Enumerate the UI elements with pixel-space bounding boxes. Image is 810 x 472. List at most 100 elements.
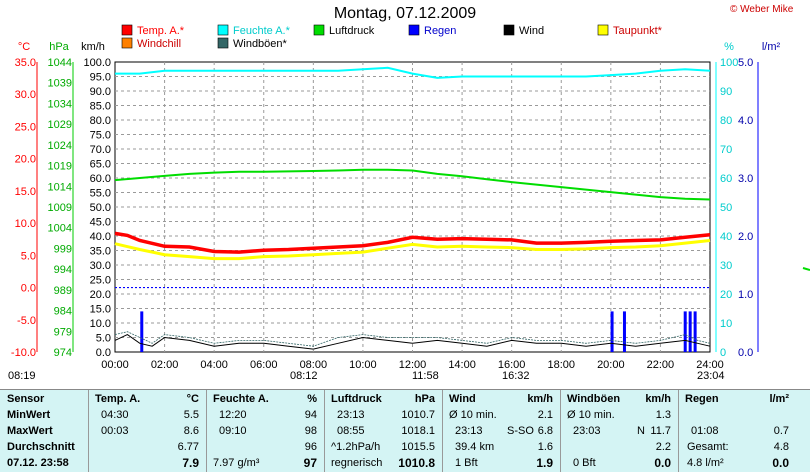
temp-unit: °C (186, 393, 199, 405)
percent-tick-label: 40 (720, 231, 732, 243)
x-tick-label: 10:00 (349, 359, 377, 371)
hpa-tick-label: 999 (54, 243, 72, 255)
sun-marker-label: 08:12 (290, 370, 318, 382)
humidity-current-value: 97 (303, 456, 317, 470)
percent-tick-label: 100 (720, 57, 738, 69)
humidity-max-time: 09:10 (219, 425, 247, 437)
x-tick-label: 02:00 (151, 359, 179, 371)
gust-max-time: 23:03 (573, 425, 601, 437)
percent-tick-label: 50 (720, 202, 732, 214)
percent-tick-label: 0 (720, 347, 726, 359)
pressure-current-value: 1010.8 (398, 456, 435, 470)
kmh-tick-label: 85.0 (90, 101, 111, 113)
kmh-tick-label: 55.0 (90, 188, 111, 200)
x-tick-label: 22:00 (647, 359, 675, 371)
rain-unit: l/m² (769, 393, 789, 405)
pressure-avg-value: 1015.5 (401, 441, 435, 453)
pressure-max-value: 1018.1 (401, 425, 435, 437)
wind-beaufort: 1 Bft (455, 457, 478, 469)
gust-column: Windböen km/h Ø 10 min. 1.3 23:03 N 11.7… (560, 390, 679, 472)
celsius-tick-label: 0.0 (21, 283, 36, 295)
gust-line (114, 331, 711, 347)
kmh-tick-label: 40.0 (90, 231, 111, 243)
rain-bar (610, 311, 614, 352)
legend-label: Regen (424, 25, 456, 37)
sun-marker-label: 11:58 (412, 370, 439, 382)
rain-max-value: 0.7 (773, 425, 789, 437)
wind-header: Wind (449, 393, 476, 405)
weather-chart: 35.0 30.0 25.0 20.0 15.0 10.0 5.0 0.0 -5.0 -10.0 1… (11, 24, 810, 371)
rain-tick-label: 4.0 (738, 115, 753, 127)
row-label-max: MaxWert (7, 425, 53, 437)
rain-total-label: Gesamt: (687, 441, 729, 453)
x-tick-label: 16:00 (498, 359, 526, 371)
x-tick-label: 18:00 (547, 359, 575, 371)
percent-tick-label: 60 (720, 173, 732, 185)
humidity-absolute: 7.97 g/m³ (213, 457, 260, 469)
rain-bar (693, 311, 697, 352)
gust-unit: km/h (645, 393, 671, 405)
humidity-min-value: 94 (304, 409, 317, 421)
wind-line (114, 334, 711, 350)
kmh-tick-label: 0.0 (96, 347, 111, 359)
rain-bar (622, 311, 626, 352)
legend-swatch (313, 24, 325, 36)
kmh-tick-label: 95.0 (90, 72, 111, 84)
dewpoint-line (114, 239, 711, 261)
celsius-tick-label: 30.0 (15, 89, 36, 101)
right-edge-fragment (802, 267, 810, 271)
kmh-unit: km/h (81, 41, 105, 53)
hpa-unit: hPa (49, 41, 69, 53)
x-tick-label: 00:00 (101, 359, 129, 371)
humidity-unit: % (307, 393, 317, 405)
celsius-tick-label: -10.0 (11, 347, 36, 359)
pressure-max-time: 08:55 (337, 425, 365, 437)
celsius-tick-label: 15.0 (15, 186, 36, 198)
gust-current-value: 0.0 (654, 456, 671, 470)
rain-tick-label: 5.0 (738, 57, 753, 69)
pressure-trend: ^1.2hPa/h (331, 441, 381, 453)
legend-swatch (503, 24, 515, 36)
x-tick-label: 20:00 (597, 359, 625, 371)
temp-min-time: 04:30 (101, 409, 129, 421)
hpa-tick-label: 994 (54, 264, 72, 276)
temp-avg-value: 6.77 (177, 441, 199, 453)
celsius-tick-label: 35.0 (15, 57, 36, 69)
rain-bar (688, 311, 692, 352)
rain-bar (140, 311, 144, 352)
percent-tick-label: 70 (720, 144, 732, 156)
gust-beaufort: 0 Bft (573, 457, 596, 469)
legend-label: Temp. A.* (137, 25, 185, 37)
pressure-line (114, 168, 711, 201)
hpa-tick-label: 989 (54, 285, 72, 297)
kmh-tick-label: 10.0 (90, 318, 111, 330)
row-label-avg: Durchschnitt (7, 441, 75, 453)
wind-max-time: 23:13 (455, 425, 483, 437)
hpa-tick-label: 1044 (48, 57, 72, 69)
wind-current-value: 1.9 (536, 456, 553, 470)
gust-avg-value: 2.2 (655, 441, 671, 453)
rain-total-value: 4.8 (773, 441, 789, 453)
rain-tick-label: 0.0 (738, 347, 753, 359)
x-tick-label: 14:00 (448, 359, 476, 371)
hpa-tick-label: 1039 (48, 78, 72, 90)
temp-current-value: 7.9 (182, 456, 199, 470)
chart-title: Montag, 07.12.2009 (333, 5, 477, 22)
humidity-line (115, 66, 711, 79)
legend-swatch (217, 37, 229, 49)
legend-label: Taupunkt* (613, 25, 663, 37)
legend-label: Feuchte A.* (233, 25, 291, 37)
wind-unit: km/h (527, 393, 553, 405)
hpa-tick-label: 984 (54, 306, 72, 318)
kmh-tick-label: 100.0 (83, 57, 111, 69)
gust-max-direction: N (637, 425, 645, 437)
percent-tick-label: 20 (720, 289, 732, 301)
rain-tick-label: 2.0 (738, 231, 753, 243)
wind-column: Wind km/h Ø 10 min. 2.1 23:13 S-SO 6.8 3… (442, 390, 561, 472)
celsius-tick-label: 10.0 (15, 218, 36, 230)
temp-max-value: 8.6 (183, 425, 199, 437)
gust-header: Windböen (567, 393, 621, 405)
hpa-tick-label: 979 (54, 326, 72, 338)
kmh-tick-label: 30.0 (90, 260, 111, 272)
sun-marker-label: 16:32 (502, 370, 530, 382)
